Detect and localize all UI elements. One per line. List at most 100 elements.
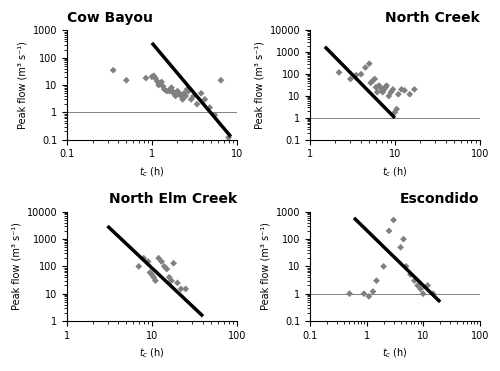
Point bbox=[378, 89, 386, 95]
Point bbox=[394, 91, 402, 97]
Point bbox=[402, 263, 410, 269]
Y-axis label: Peak flow (m³ s⁻¹): Peak flow (m³ s⁻¹) bbox=[17, 41, 27, 129]
Point bbox=[210, 112, 218, 118]
Point bbox=[122, 77, 130, 83]
Point bbox=[385, 93, 393, 99]
Point bbox=[174, 280, 182, 286]
Point bbox=[184, 88, 192, 94]
Point bbox=[392, 106, 400, 112]
Point bbox=[398, 86, 406, 92]
Point bbox=[416, 286, 424, 292]
Point bbox=[168, 88, 176, 94]
Point bbox=[109, 67, 117, 73]
X-axis label: $t_c$ (h): $t_c$ (h) bbox=[139, 165, 165, 178]
Point bbox=[148, 74, 156, 80]
Point bbox=[406, 91, 414, 97]
Point bbox=[170, 260, 177, 266]
Point bbox=[366, 80, 374, 86]
Y-axis label: Peak flow (m³ s⁻¹): Peak flow (m³ s⁻¹) bbox=[260, 223, 270, 310]
Point bbox=[375, 83, 383, 89]
Point bbox=[360, 291, 368, 297]
Text: Escondido: Escondido bbox=[400, 193, 479, 206]
Point bbox=[396, 244, 404, 250]
Point bbox=[170, 90, 177, 96]
Point bbox=[150, 274, 158, 280]
Y-axis label: Peak flow (m³ s⁻¹): Peak flow (m³ s⁻¹) bbox=[254, 41, 264, 129]
Point bbox=[159, 83, 167, 89]
Point bbox=[424, 282, 432, 288]
Point bbox=[135, 263, 143, 269]
Point bbox=[382, 84, 390, 90]
Point bbox=[410, 278, 418, 284]
Point bbox=[366, 61, 374, 67]
Point bbox=[182, 93, 190, 99]
Point bbox=[372, 84, 380, 90]
Point bbox=[172, 93, 179, 99]
Point bbox=[369, 289, 377, 295]
Point bbox=[335, 69, 343, 75]
Point bbox=[382, 83, 390, 89]
Text: North Creek: North Creek bbox=[385, 11, 480, 25]
Point bbox=[163, 266, 171, 272]
Point bbox=[150, 73, 158, 79]
Point bbox=[177, 286, 185, 292]
Point bbox=[362, 65, 370, 70]
X-axis label: $t_c$ (h): $t_c$ (h) bbox=[382, 165, 408, 178]
Point bbox=[190, 93, 198, 99]
Point bbox=[168, 278, 175, 284]
Point bbox=[182, 286, 190, 292]
Point bbox=[410, 86, 418, 92]
Point bbox=[153, 78, 161, 84]
Point bbox=[369, 78, 377, 84]
Point bbox=[429, 291, 437, 297]
Text: Cow Bayou: Cow Bayou bbox=[67, 11, 153, 25]
Point bbox=[378, 86, 386, 92]
Point bbox=[193, 101, 201, 107]
Point bbox=[154, 255, 162, 261]
Point bbox=[176, 90, 184, 96]
Point bbox=[400, 236, 407, 242]
Point bbox=[144, 259, 152, 265]
X-axis label: $t_c$ (h): $t_c$ (h) bbox=[382, 346, 408, 360]
Point bbox=[142, 75, 150, 81]
Point bbox=[419, 291, 427, 297]
Point bbox=[206, 105, 214, 111]
Point bbox=[370, 76, 378, 82]
Point bbox=[154, 82, 162, 88]
Point bbox=[177, 93, 185, 99]
Point bbox=[146, 269, 154, 275]
Point bbox=[201, 96, 209, 102]
Point bbox=[352, 72, 360, 78]
Point bbox=[168, 85, 175, 91]
Point bbox=[376, 84, 384, 90]
Point bbox=[380, 86, 388, 92]
Point bbox=[160, 263, 168, 269]
Point bbox=[346, 76, 354, 82]
Point bbox=[187, 96, 195, 102]
Point bbox=[178, 96, 186, 102]
Point bbox=[389, 86, 397, 92]
Point bbox=[414, 282, 422, 288]
Point bbox=[387, 89, 395, 95]
Point bbox=[174, 88, 182, 94]
Point bbox=[166, 86, 174, 92]
Y-axis label: Peak flow (m³ s⁻¹): Peak flow (m³ s⁻¹) bbox=[11, 223, 21, 310]
Point bbox=[165, 88, 173, 94]
Point bbox=[165, 274, 173, 280]
Point bbox=[197, 90, 205, 96]
Point bbox=[140, 255, 147, 261]
Point bbox=[180, 90, 188, 96]
Point bbox=[391, 109, 399, 115]
Point bbox=[152, 278, 160, 284]
Point bbox=[373, 89, 381, 95]
Point bbox=[183, 86, 191, 92]
Point bbox=[163, 88, 171, 94]
Point bbox=[217, 77, 225, 83]
Point bbox=[152, 75, 160, 81]
Point bbox=[158, 79, 166, 85]
Point bbox=[148, 272, 156, 278]
X-axis label: $t_c$ (h): $t_c$ (h) bbox=[139, 346, 165, 360]
Point bbox=[357, 71, 365, 77]
Point bbox=[160, 86, 168, 92]
Point bbox=[380, 263, 388, 269]
